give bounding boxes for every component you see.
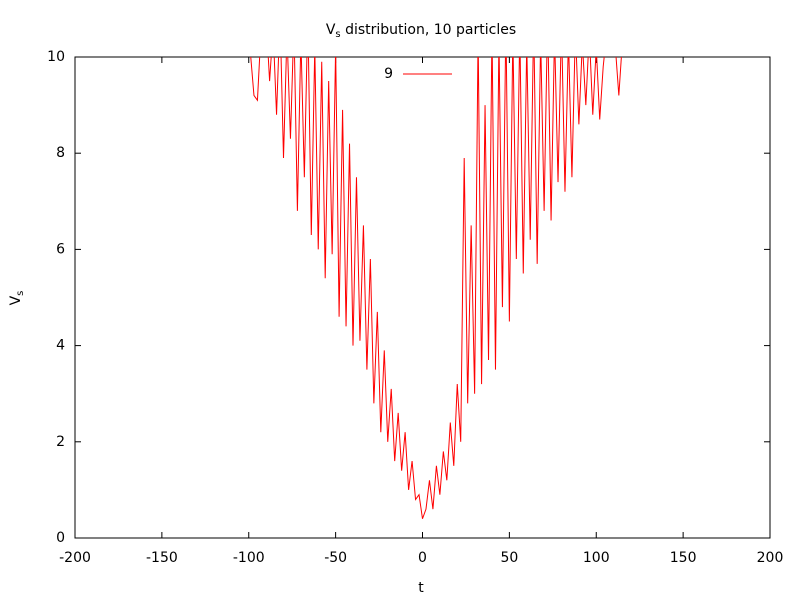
x-tick-label: -200 <box>59 550 91 566</box>
y-label-main: V <box>8 295 24 305</box>
x-axis-label: t <box>418 580 424 596</box>
legend-label: 9 <box>384 66 393 82</box>
title-rest: distribution, 10 particles <box>341 22 517 38</box>
y-tick-label: 0 <box>56 530 65 546</box>
y-tick-label: 4 <box>56 338 65 354</box>
x-tick-label: 100 <box>583 550 610 566</box>
x-tick-label: 50 <box>500 550 518 566</box>
x-tick-label: -50 <box>324 550 347 566</box>
x-tick-label: 200 <box>757 550 784 566</box>
plot-frame <box>74 56 771 539</box>
y-label-sub: s <box>15 291 26 296</box>
x-tick-label: -100 <box>233 550 265 566</box>
title-sub: s <box>335 29 340 40</box>
x-tick-label: 150 <box>670 550 697 566</box>
chart-title: Vs distribution, 10 particles <box>326 22 516 40</box>
y-tick-label: 6 <box>56 241 65 257</box>
y-tick-label: 8 <box>56 145 65 161</box>
y-tick-label: 2 <box>56 434 65 450</box>
data-line <box>250 57 622 519</box>
y-tick-label: 10 <box>47 49 65 65</box>
y-axis-label: Vs <box>8 291 26 306</box>
x-tick-label: -150 <box>146 550 178 566</box>
title-main: V <box>326 22 336 38</box>
x-tick-label: 0 <box>418 550 427 566</box>
